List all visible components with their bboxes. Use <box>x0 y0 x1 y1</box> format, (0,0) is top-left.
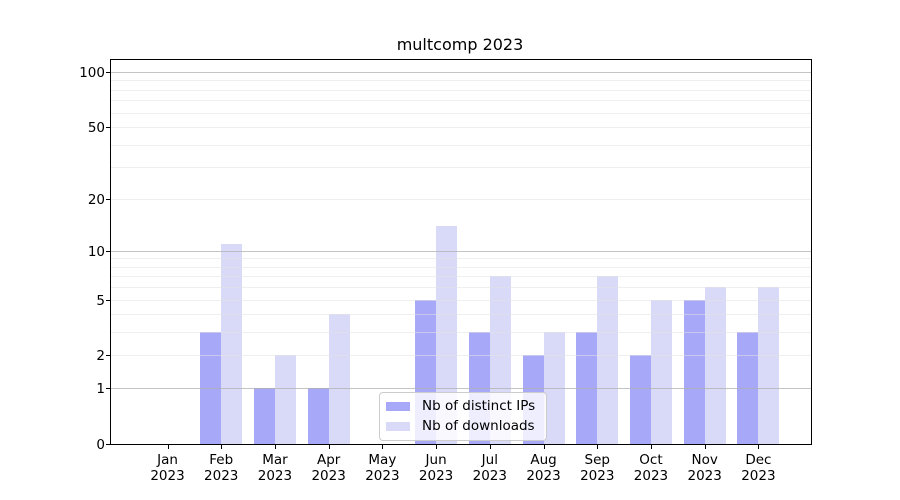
bar-downloads-dec <box>758 287 780 444</box>
gridline-y-1 <box>111 388 811 389</box>
x-tick-mar <box>274 445 276 449</box>
gridline-y-10 <box>111 251 811 252</box>
y-tick-label-10: 10 <box>87 243 105 260</box>
gridline-y-20 <box>111 199 811 200</box>
bar-distinct-ips-mar <box>253 388 275 444</box>
gridline-y-90 <box>111 80 811 81</box>
x-tick-label-aug: Aug 2023 <box>526 452 561 485</box>
legend-item-distinct-ips: Nb of distinct IPs <box>386 398 538 414</box>
gridline-y-5 <box>111 300 811 301</box>
legend-label-downloads: Nb of downloads <box>422 418 535 434</box>
bar-downloads-apr <box>328 314 350 444</box>
gridline-y-2 <box>111 355 811 356</box>
bar-downloads-feb <box>221 243 243 444</box>
y-tick-label-1: 1 <box>96 380 105 397</box>
gridline-y-70 <box>111 100 811 101</box>
bar-downloads-nov <box>704 287 726 444</box>
legend-swatch-distinct-ips <box>386 401 410 411</box>
x-tick-label-mar: Mar 2023 <box>257 452 293 485</box>
legend: Nb of distinct IPs Nb of downloads <box>379 392 547 441</box>
x-tick-nov <box>704 445 706 449</box>
bar-downloads-oct <box>650 299 672 444</box>
chart-title: multcomp 2023 <box>396 35 524 54</box>
x-tick-jan <box>167 445 169 449</box>
gridline-y-8 <box>111 267 811 268</box>
x-tick-label-oct: Oct 2023 <box>633 452 669 485</box>
gridline-y-100 <box>111 72 811 73</box>
bar-downloads-jun <box>436 225 458 444</box>
gridline-y-40 <box>111 145 811 146</box>
y-tick-5 <box>106 300 110 301</box>
y-tick-label-50: 50 <box>87 119 105 136</box>
gridline-y-30 <box>111 167 811 168</box>
gridline-y-3 <box>111 332 811 333</box>
x-tick-label-nov: Nov 2023 <box>687 452 722 485</box>
y-tick-label-0: 0 <box>96 436 105 453</box>
x-tick-dec <box>758 445 760 449</box>
x-tick-label-jul: Jul 2023 <box>472 452 507 485</box>
x-tick-label-feb: Feb 2023 <box>204 452 239 485</box>
y-tick-label-5: 5 <box>96 292 105 309</box>
x-tick-label-jan: Jan 2023 <box>150 452 185 485</box>
x-tick-jun <box>436 445 438 449</box>
plot-area: Nb of distinct IPs Nb of downloads 0 1 2 5 1… <box>79 59 812 484</box>
y-tick-50 <box>106 127 110 128</box>
x-tick-may <box>382 445 384 449</box>
y-tick-0 <box>106 444 110 445</box>
legend-item-downloads: Nb of downloads <box>386 418 538 434</box>
y-tick-20 <box>106 199 110 200</box>
gridline-y-7 <box>111 276 811 277</box>
bar-distinct-ips-apr <box>307 388 329 444</box>
y-tick-10 <box>106 251 110 252</box>
x-tick-feb <box>221 445 223 449</box>
x-tick-apr <box>328 445 330 449</box>
x-tick-label-apr: Apr 2023 <box>311 452 346 485</box>
y-tick-1 <box>106 388 110 389</box>
gridline-y-6 <box>111 287 811 288</box>
y-tick-label-20: 20 <box>87 191 105 208</box>
bar-distinct-ips-nov <box>683 299 705 444</box>
x-tick-label-sep: Sep 2023 <box>580 452 615 485</box>
bar-downloads-mar <box>274 355 296 444</box>
x-tick-label-may: May 2023 <box>365 452 400 485</box>
legend-swatch-downloads <box>386 421 410 431</box>
y-tick-label-2: 2 <box>96 347 105 364</box>
x-tick-sep <box>597 445 599 449</box>
x-tick-label-dec: Dec 2023 <box>741 452 776 485</box>
y-tick-2 <box>106 355 110 356</box>
x-tick-aug <box>543 445 545 449</box>
legend-label-distinct-ips: Nb of distinct IPs <box>422 398 536 414</box>
y-tick-label-100: 100 <box>79 64 105 81</box>
x-tick-label-jun: Jun 2023 <box>418 452 454 485</box>
y-tick-100 <box>106 72 110 73</box>
gridline-y-9 <box>111 258 811 259</box>
x-tick-oct <box>650 445 652 449</box>
gridline-y-80 <box>111 90 811 91</box>
bar-distinct-ips-oct <box>629 355 651 444</box>
bar-downloads-sep <box>597 276 619 444</box>
gridline-y-50 <box>111 127 811 128</box>
gridline-y-4 <box>111 314 811 315</box>
x-tick-jul <box>489 445 491 449</box>
gridline-y-60 <box>111 113 811 114</box>
